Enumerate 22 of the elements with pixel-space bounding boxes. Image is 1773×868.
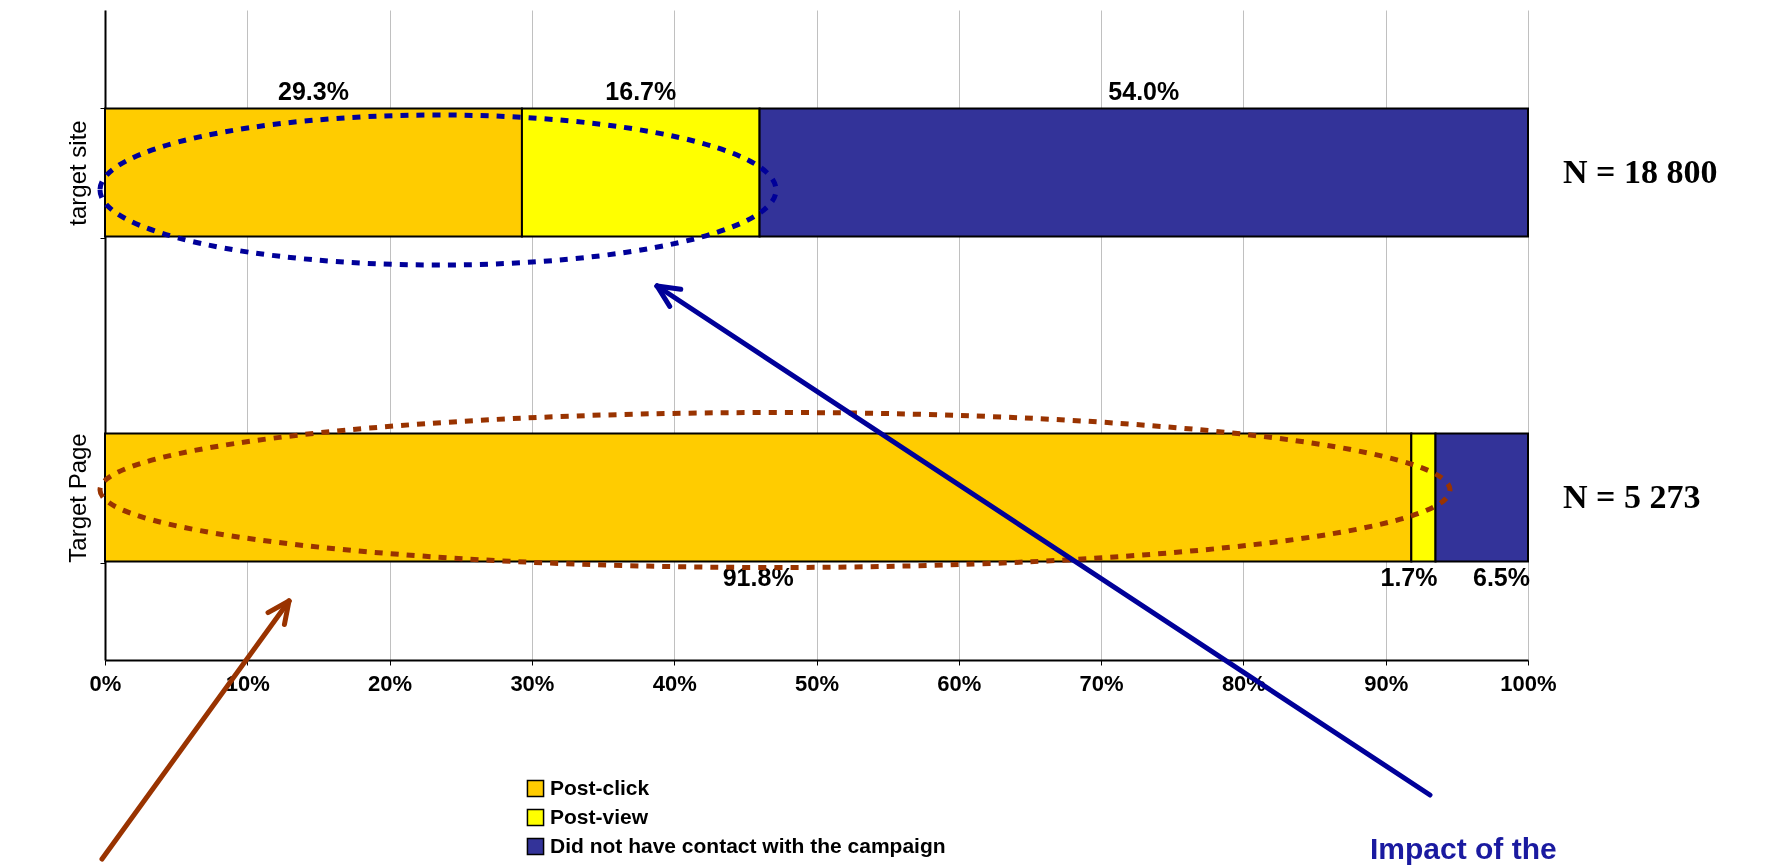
x-tick-label: 70% <box>1079 670 1124 696</box>
x-tick-label: 50% <box>794 670 840 696</box>
x-tick-label: 30% <box>510 670 555 696</box>
legend-label: Did not have contact with the campaign <box>550 833 946 857</box>
text: N = 5 273 <box>1563 477 1701 515</box>
y-tick-label: target site <box>63 120 91 226</box>
y-tick-label: Target Page <box>63 433 91 563</box>
text: N = 18 800 <box>1563 152 1718 190</box>
x-tick-label: 40% <box>652 670 697 696</box>
data-label: 54.0% <box>1108 76 1180 105</box>
data-label: 6.5% <box>1473 562 1530 591</box>
data-label: 16.7% <box>605 76 677 105</box>
x-tick-label: 90% <box>1364 670 1409 696</box>
data-label: 29.3% <box>278 76 349 105</box>
legend-label: Post-click <box>550 775 650 799</box>
data-label: 1.7% <box>1380 562 1438 591</box>
text: Impact of the <box>1370 832 1557 865</box>
x-tick-label: 100% <box>1500 670 1557 696</box>
x-tick-label: 60% <box>937 670 982 696</box>
x-tick-label: 0% <box>89 670 122 696</box>
legend-label: Post-view <box>550 804 649 828</box>
x-tick-label: 20% <box>368 670 413 696</box>
